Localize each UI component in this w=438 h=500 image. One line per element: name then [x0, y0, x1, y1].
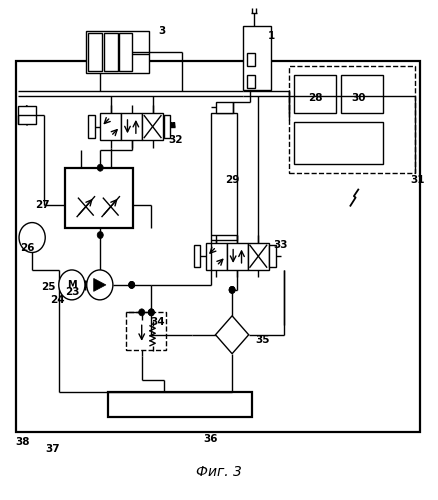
Text: 34: 34 [151, 318, 165, 328]
Polygon shape [94, 278, 106, 291]
Bar [248, 242, 269, 270]
Bar [104, 33, 118, 70]
Bar [88, 33, 102, 70]
Text: 30: 30 [351, 93, 366, 103]
Text: 24: 24 [50, 295, 65, 305]
Text: 37: 37 [46, 444, 60, 454]
Circle shape [97, 232, 103, 238]
Bar [341, 76, 383, 113]
Bar [65, 168, 133, 228]
Text: 32: 32 [168, 136, 183, 145]
Bar [294, 122, 383, 164]
Bar [194, 245, 200, 268]
Text: 33: 33 [273, 240, 287, 250]
Circle shape [148, 309, 154, 316]
Bar [108, 392, 252, 417]
Bar [247, 76, 255, 88]
Text: 29: 29 [225, 175, 239, 185]
Bar [294, 76, 336, 113]
Bar [18, 106, 35, 124]
Text: Фиг. 3: Фиг. 3 [196, 465, 242, 479]
Bar [211, 113, 237, 240]
Bar [247, 53, 255, 66]
Bar [142, 113, 163, 140]
Bar [163, 116, 170, 138]
Text: 1: 1 [268, 30, 275, 40]
Polygon shape [215, 316, 249, 354]
Bar [86, 30, 149, 73]
Circle shape [87, 270, 113, 300]
Bar [243, 26, 272, 90]
Circle shape [129, 282, 135, 288]
Text: 38: 38 [15, 437, 30, 447]
Circle shape [229, 286, 235, 294]
Circle shape [19, 222, 45, 252]
Text: M: M [67, 280, 77, 290]
Text: 23: 23 [66, 288, 80, 298]
Circle shape [139, 309, 145, 316]
Text: 3: 3 [159, 26, 166, 36]
Text: 28: 28 [308, 93, 322, 103]
Bar [289, 66, 416, 172]
Bar [216, 102, 233, 113]
Text: 36: 36 [203, 434, 218, 444]
Bar [88, 116, 95, 138]
Bar [16, 60, 420, 432]
Bar [227, 242, 248, 270]
Bar [127, 312, 166, 350]
Text: 25: 25 [42, 282, 56, 292]
Circle shape [59, 270, 85, 300]
Text: 35: 35 [255, 335, 270, 345]
Text: 31: 31 [410, 175, 425, 185]
Bar [269, 245, 276, 268]
Circle shape [229, 286, 235, 294]
Circle shape [129, 282, 135, 288]
Circle shape [97, 164, 103, 171]
Bar [120, 33, 132, 70]
Bar [206, 242, 227, 270]
Text: 27: 27 [35, 200, 49, 210]
Circle shape [148, 309, 154, 316]
Bar [100, 113, 121, 140]
Text: 26: 26 [20, 242, 34, 252]
Bar [121, 113, 142, 140]
